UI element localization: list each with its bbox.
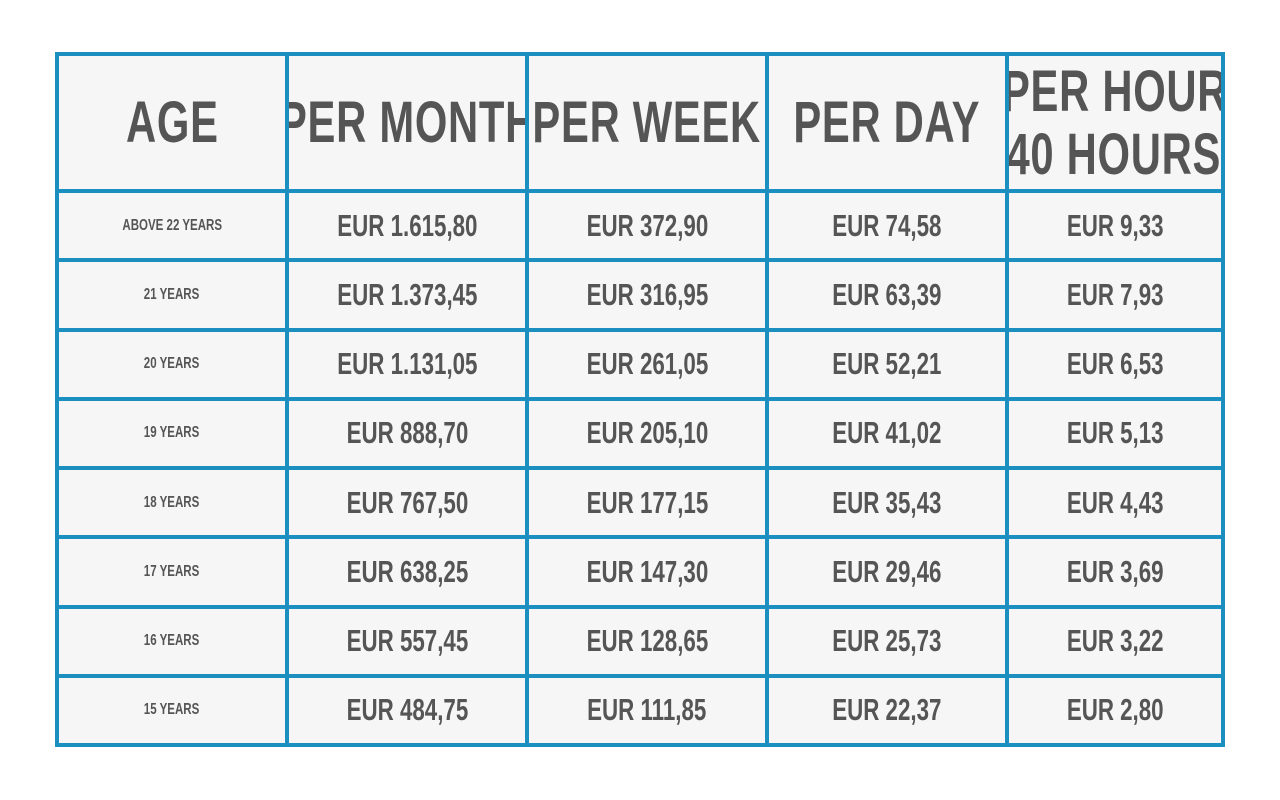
value-cell: EUR 52,21 <box>769 331 1005 397</box>
value-cell: EUR 2,80 <box>1009 677 1221 743</box>
wage-value: EUR 316,95 <box>586 276 708 312</box>
wage-value: EUR 63,39 <box>832 276 942 312</box>
wage-value: EUR 261,05 <box>586 346 708 382</box>
value-cell: EUR 638,25 <box>289 539 525 605</box>
header-cell: AGE <box>59 56 285 189</box>
age-cell: 15 YEARS <box>59 677 285 743</box>
wage-value: EUR 29,46 <box>832 553 942 589</box>
wage-value: EUR 1.373,45 <box>336 276 478 312</box>
wage-value: EUR 372,90 <box>586 207 708 243</box>
age-label: 15 YEARS <box>144 701 200 719</box>
wage-value: EUR 888,70 <box>346 415 468 451</box>
wage-value: EUR 638,25 <box>346 553 468 589</box>
value-cell: EUR 128,65 <box>529 608 765 674</box>
age-cell: 17 YEARS <box>59 539 285 605</box>
wage-value: EUR 25,73 <box>832 623 942 659</box>
header-label: AGE <box>125 90 219 155</box>
value-cell: EUR 1.131,05 <box>289 331 525 397</box>
age-cell: 21 YEARS <box>59 262 285 328</box>
header-cell: PER HOURBASED ON 40 HOURS PER WEEK <box>1009 56 1221 189</box>
value-cell: EUR 7,93 <box>1009 262 1221 328</box>
value-cell: EUR 5,13 <box>1009 400 1221 466</box>
age-cell: 19 YEARS <box>59 400 285 466</box>
wage-value: EUR 484,75 <box>346 692 468 728</box>
value-cell: EUR 22,37 <box>769 677 1005 743</box>
wage-value: EUR 111,85 <box>587 692 707 728</box>
wage-value: EUR 1.131,05 <box>336 346 478 382</box>
value-cell: EUR 1.615,80 <box>289 193 525 259</box>
value-cell: EUR 316,95 <box>529 262 765 328</box>
wage-value: EUR 128,65 <box>586 623 708 659</box>
age-label: 19 YEARS <box>144 424 200 442</box>
wage-value: EUR 1.615,80 <box>336 207 478 243</box>
age-cell: 18 YEARS <box>59 470 285 536</box>
value-cell: EUR 888,70 <box>289 400 525 466</box>
value-cell: EUR 205,10 <box>529 400 765 466</box>
wage-value: EUR 4,43 <box>1066 484 1164 520</box>
header-cell: PER DAY <box>769 56 1005 189</box>
value-cell: EUR 4,43 <box>1009 470 1221 536</box>
wage-value: EUR 52,21 <box>832 346 942 382</box>
age-label: ABOVE 22 YEARS <box>122 216 222 234</box>
value-cell: EUR 261,05 <box>529 331 765 397</box>
header-note: BASED ON 40 HOURS PER WEEK <box>1009 121 1221 187</box>
value-cell: EUR 484,75 <box>289 677 525 743</box>
value-cell: EUR 41,02 <box>769 400 1005 466</box>
header-label: PER DAY <box>793 90 981 155</box>
age-cell: ABOVE 22 YEARS <box>59 193 285 259</box>
wage-value: EUR 3,22 <box>1066 623 1164 659</box>
age-cell: 20 YEARS <box>59 331 285 397</box>
wage-value: EUR 9,33 <box>1066 207 1164 243</box>
value-cell: EUR 29,46 <box>769 539 1005 605</box>
age-label: 16 YEARS <box>144 632 200 650</box>
header-label: PER MONTH <box>289 90 525 155</box>
value-cell: EUR 3,22 <box>1009 608 1221 674</box>
wage-value: EUR 22,37 <box>832 692 942 728</box>
wage-value: EUR 147,30 <box>586 553 708 589</box>
wage-value: EUR 6,53 <box>1066 346 1164 382</box>
value-cell: EUR 74,58 <box>769 193 1005 259</box>
wage-value: EUR 5,13 <box>1066 415 1164 451</box>
value-cell: EUR 177,15 <box>529 470 765 536</box>
age-label: 17 YEARS <box>144 562 200 580</box>
value-cell: EUR 147,30 <box>529 539 765 605</box>
value-cell: EUR 767,50 <box>289 470 525 536</box>
wage-value: EUR 35,43 <box>832 484 942 520</box>
wage-value: EUR 205,10 <box>586 415 708 451</box>
wage-value: EUR 557,45 <box>346 623 468 659</box>
value-cell: EUR 3,69 <box>1009 539 1221 605</box>
value-cell: EUR 372,90 <box>529 193 765 259</box>
header-label: PER WEEK <box>532 90 762 155</box>
age-label: 21 YEARS <box>144 285 200 303</box>
age-label: 18 YEARS <box>144 493 200 511</box>
wage-value: EUR 2,80 <box>1066 692 1164 728</box>
value-cell: EUR 1.373,45 <box>289 262 525 328</box>
value-cell: EUR 35,43 <box>769 470 1005 536</box>
value-cell: EUR 25,73 <box>769 608 1005 674</box>
value-cell: EUR 111,85 <box>529 677 765 743</box>
value-cell: EUR 6,53 <box>1009 331 1221 397</box>
wage-value: EUR 3,69 <box>1066 553 1164 589</box>
wage-value: EUR 74,58 <box>832 207 942 243</box>
value-cell: EUR 63,39 <box>769 262 1005 328</box>
wage-value: EUR 767,50 <box>346 484 468 520</box>
wage-value: EUR 177,15 <box>586 484 708 520</box>
value-cell: EUR 557,45 <box>289 608 525 674</box>
header-cell: PER MONTH <box>289 56 525 189</box>
age-cell: 16 YEARS <box>59 608 285 674</box>
wage-value: EUR 7,93 <box>1066 276 1164 312</box>
age-label: 20 YEARS <box>144 355 200 373</box>
value-cell: EUR 9,33 <box>1009 193 1221 259</box>
wage-value: EUR 41,02 <box>832 415 942 451</box>
header-cell: PER WEEK <box>529 56 765 189</box>
header-label: PER HOUR <box>1009 58 1221 124</box>
